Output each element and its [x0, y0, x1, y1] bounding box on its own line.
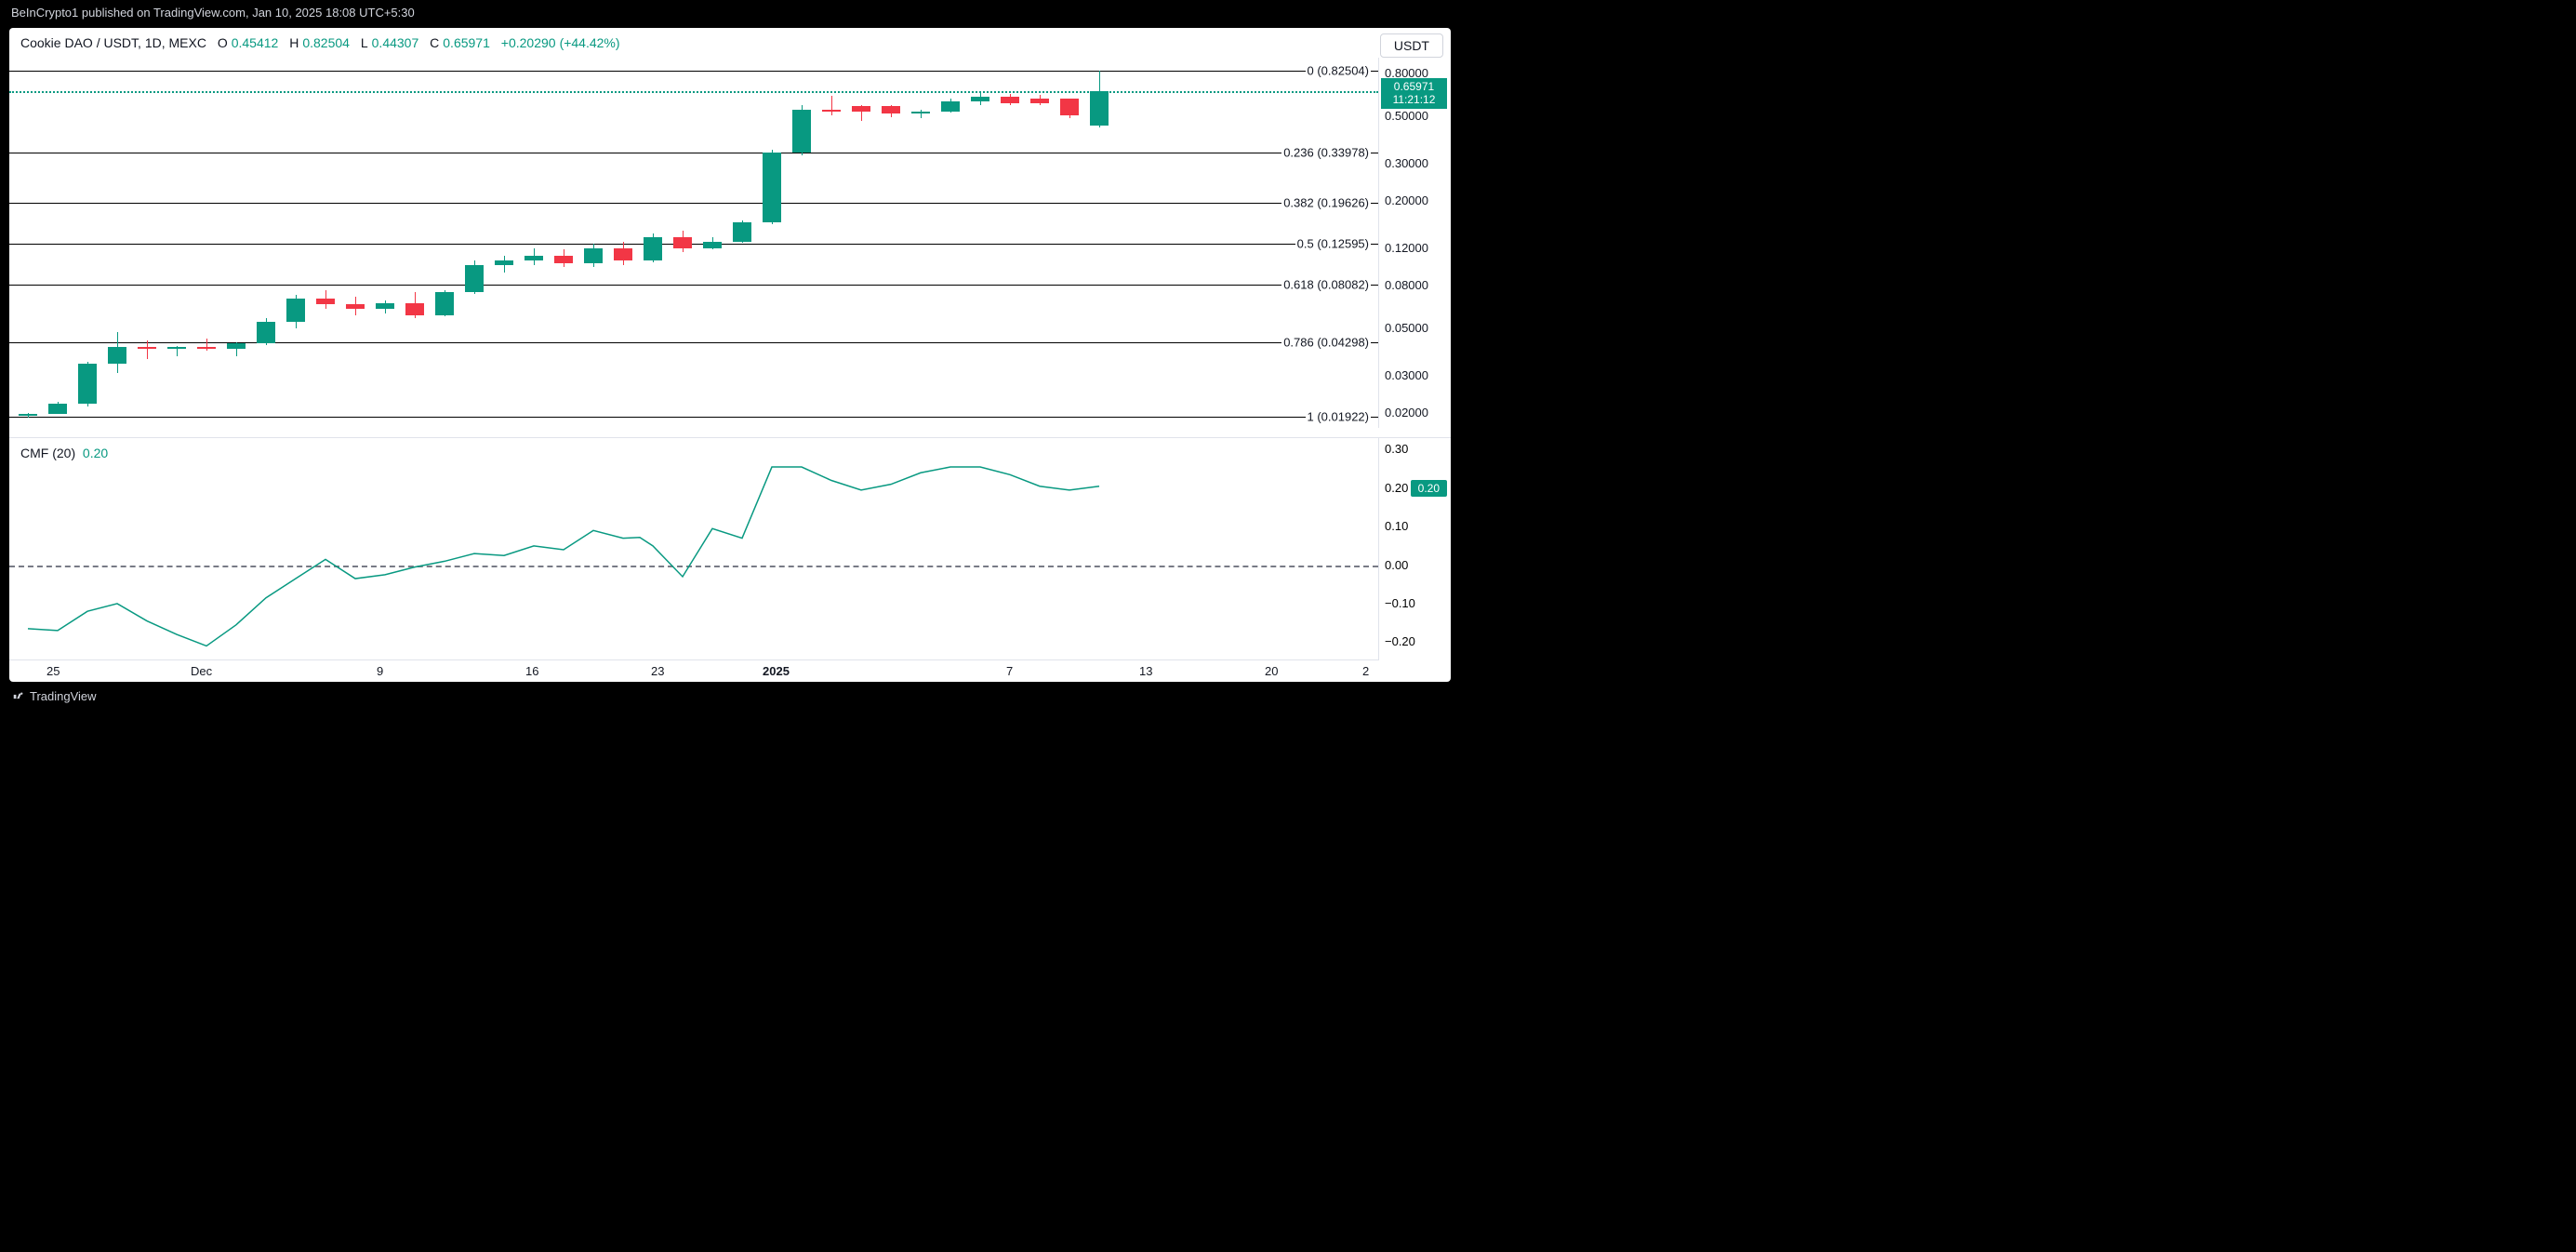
cmf-indicator-pane[interactable]: CMF (20) 0.20 — [9, 437, 1378, 660]
cmf-tick: 0.30 — [1385, 442, 1408, 456]
fib-line[interactable] — [9, 71, 1378, 72]
candle-body — [465, 265, 484, 293]
candle-body — [405, 303, 424, 315]
candle-body — [644, 237, 662, 260]
candle-body — [138, 347, 156, 349]
price-tick: 0.02000 — [1385, 406, 1428, 420]
candle-body — [703, 242, 722, 247]
cmf-line — [9, 438, 1378, 661]
candle-body — [911, 112, 930, 113]
fib-label: 1 (0.01922) — [1306, 409, 1372, 423]
candle-body — [673, 237, 692, 248]
publisher-header: BeInCrypto1 published on TradingView.com… — [0, 0, 1460, 28]
time-tick: 25 — [46, 664, 60, 678]
candle-body — [1030, 99, 1049, 103]
price-tick: 0.05000 — [1385, 321, 1428, 335]
candle-body — [286, 299, 305, 321]
candle-body — [316, 299, 335, 304]
price-tick: 0.08000 — [1385, 278, 1428, 292]
candle-body — [524, 256, 543, 260]
candle-body — [495, 260, 513, 265]
price-tick: 0.12000 — [1385, 241, 1428, 255]
candle-body — [584, 248, 603, 263]
cmf-tick: −0.10 — [1385, 596, 1415, 610]
candle-body — [1090, 91, 1109, 126]
last-price-line — [9, 91, 1378, 93]
time-tick: 16 — [525, 664, 538, 678]
price-chart-pane[interactable]: 0 (0.82504) 0.236 (0.33978) 0.382 (0.19626… — [9, 58, 1378, 428]
price-tick: 0.03000 — [1385, 368, 1428, 382]
candle-body — [882, 106, 900, 113]
price-tick: 0.30000 — [1385, 156, 1428, 170]
candle-wick — [147, 340, 148, 359]
symbol-name: Cookie DAO / USDT, 1D, MEXC — [20, 35, 206, 50]
candle-body — [346, 304, 365, 309]
candle-body — [48, 404, 67, 413]
time-axis[interactable]: 25 Dec 9 16 23 2025 7 13 20 2 — [9, 659, 1378, 682]
time-tick: 7 — [1006, 664, 1013, 678]
time-tick: 23 — [651, 664, 664, 678]
symbol-legend: Cookie DAO / USDT, 1D, MEXC O0.45412 H0.… — [20, 35, 620, 50]
fib-label: 0.618 (0.08082) — [1281, 277, 1371, 291]
fib-line[interactable] — [9, 342, 1378, 343]
fib-label: 0.382 (0.19626) — [1281, 196, 1371, 210]
candle-body — [78, 364, 97, 404]
chart-container: Cookie DAO / USDT, 1D, MEXC O0.45412 H0.… — [9, 28, 1451, 682]
fib-line[interactable] — [9, 417, 1378, 418]
cmf-value-badge: 0.20 — [1411, 480, 1447, 497]
candle-body — [792, 110, 811, 153]
fib-label: 0.5 (0.12595) — [1295, 236, 1371, 250]
quote-currency-button[interactable]: USDT — [1380, 33, 1443, 58]
fib-line[interactable] — [9, 203, 1378, 204]
time-tick: 2 — [1362, 664, 1369, 678]
candle-body — [554, 256, 573, 262]
candle-body — [376, 303, 394, 309]
price-tick: 0.20000 — [1385, 193, 1428, 207]
candle-body — [108, 347, 126, 365]
candle-body — [197, 347, 216, 349]
price-tick: 0.50000 — [1385, 109, 1428, 123]
time-tick: Dec — [191, 664, 212, 678]
candle-body — [614, 248, 632, 260]
last-price-badge: 0.6597111:21:12 — [1381, 78, 1447, 109]
price-axis[interactable]: 0.800000.500000.300000.200000.120000.080… — [1378, 58, 1451, 428]
cmf-tick: 0.00 — [1385, 558, 1408, 572]
candle-body — [1060, 99, 1079, 115]
candle-wick — [831, 96, 832, 115]
cmf-tick: 0.10 — [1385, 519, 1408, 533]
brand-footer: TradingView — [0, 682, 1460, 710]
candle-body — [971, 97, 989, 101]
cmf-tick: −0.20 — [1385, 634, 1415, 648]
candle-body — [941, 101, 960, 112]
fib-label: 0 (0.82504) — [1306, 63, 1372, 77]
fib-line[interactable] — [9, 285, 1378, 286]
candle-body — [1001, 97, 1019, 103]
candle-body — [435, 292, 454, 314]
candle-body — [822, 110, 841, 112]
fib-label: 0.236 (0.33978) — [1281, 145, 1371, 159]
candle-body — [167, 347, 186, 349]
candle-body — [19, 414, 37, 417]
cmf-tick: 0.20 — [1385, 481, 1408, 495]
time-tick: 20 — [1265, 664, 1278, 678]
candle-body — [227, 343, 246, 349]
time-tick: 2025 — [763, 664, 790, 678]
time-tick: 9 — [377, 664, 383, 678]
tradingview-logo-icon — [11, 689, 24, 702]
candle-body — [257, 322, 275, 344]
fib-label: 0.786 (0.04298) — [1281, 336, 1371, 350]
time-tick: 13 — [1139, 664, 1152, 678]
fib-line[interactable] — [9, 244, 1378, 245]
candle-body — [733, 222, 751, 242]
candle-body — [763, 153, 781, 223]
candle-body — [852, 106, 870, 111]
cmf-axis[interactable]: 0.30 0.20 0.10 0.00 −0.10 −0.20 0.20 — [1378, 437, 1451, 660]
